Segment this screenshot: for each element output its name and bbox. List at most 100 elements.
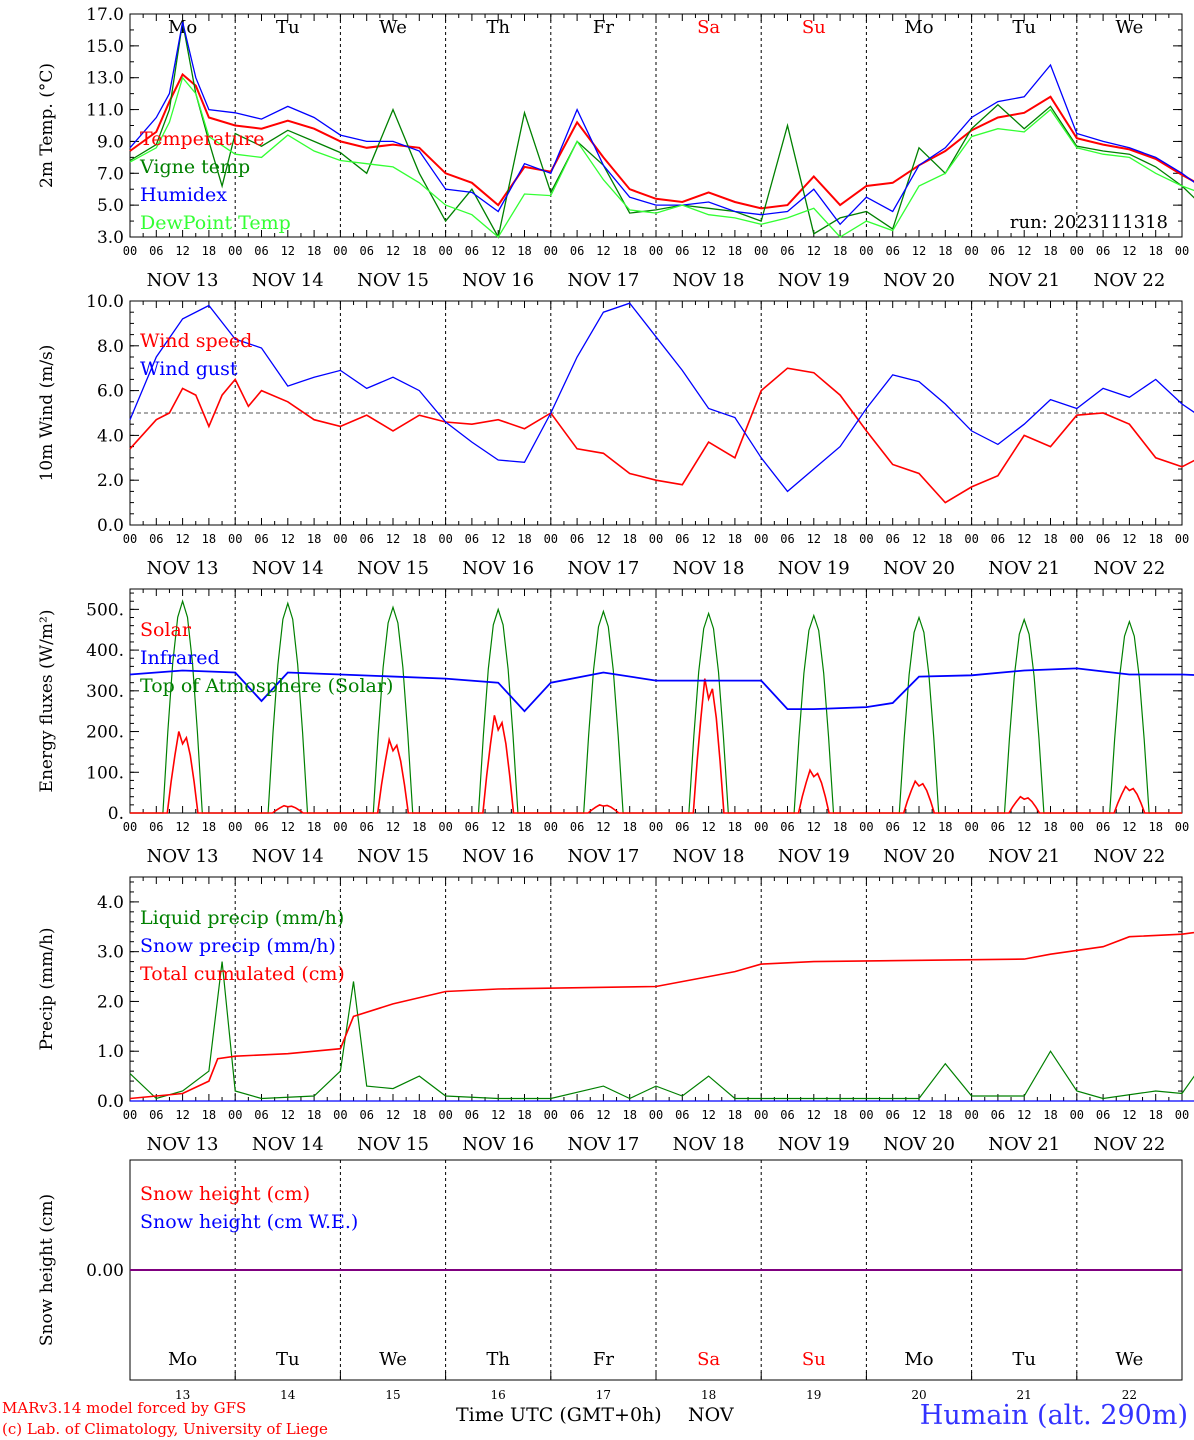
date-label: NOV 19 xyxy=(778,1134,850,1155)
weekday-label: Fr xyxy=(593,1349,614,1370)
hour-tick-label: 18 xyxy=(307,1108,321,1122)
weekday-label: Su xyxy=(802,17,826,38)
date-label: NOV 19 xyxy=(778,846,850,867)
legend-item: Humidex xyxy=(140,184,227,206)
y-axis-label: Snow height (cm) xyxy=(37,1194,57,1346)
hour-tick-label: 06 xyxy=(885,1108,899,1122)
hour-tick-label: 00 xyxy=(228,532,242,546)
hour-tick-label: 18 xyxy=(517,532,531,546)
hour-tick-label: 06 xyxy=(780,532,794,546)
panel-3-frame xyxy=(129,588,1183,814)
hour-tick-label: 00 xyxy=(1070,244,1084,258)
hour-tick-label: 00 xyxy=(333,1108,347,1122)
date-label: NOV 18 xyxy=(673,558,745,579)
hour-tick-label: 00 xyxy=(859,244,873,258)
hour-tick-label: 00 xyxy=(544,820,558,834)
legend-item: Wind gust xyxy=(140,358,238,380)
y-axis-label: 10m Wind (m/s) xyxy=(37,345,57,482)
y-tick-label: 0.0 xyxy=(97,1092,124,1112)
legend-item: Snow height (cm) xyxy=(140,1183,310,1205)
date-label: NOV 15 xyxy=(357,558,429,579)
hour-tick-label: 12 xyxy=(701,820,715,834)
day-number: 22 xyxy=(1122,1388,1137,1402)
date-label: NOV 20 xyxy=(883,846,955,867)
hour-tick-label: 18 xyxy=(412,244,426,258)
day-number: 18 xyxy=(701,1388,716,1402)
date-label: NOV 16 xyxy=(462,270,534,291)
hour-tick-label: 06 xyxy=(570,244,584,258)
hour-tick-label: 18 xyxy=(517,1108,531,1122)
hour-tick-label: 18 xyxy=(622,244,636,258)
hour-tick-label: 00 xyxy=(438,1108,452,1122)
model-credit: MARv3.14 model forced by GFS xyxy=(2,1399,247,1417)
hour-tick-label: 18 xyxy=(412,820,426,834)
hour-tick-label: 06 xyxy=(1096,244,1110,258)
date-label: NOV 20 xyxy=(883,270,955,291)
hour-tick-label: 00 xyxy=(859,820,873,834)
hour-tick-label: 00 xyxy=(649,532,663,546)
date-label: NOV 18 xyxy=(673,270,745,291)
hour-tick-label: 00 xyxy=(754,820,768,834)
hour-tick-label: 12 xyxy=(491,532,505,546)
weekday-label: Th xyxy=(486,17,510,38)
day-number: 19 xyxy=(806,1388,821,1402)
hour-tick-label: 00 xyxy=(123,1108,137,1122)
date-label: NOV 16 xyxy=(462,558,534,579)
hour-tick-label: 18 xyxy=(1148,244,1162,258)
hour-tick-label: 12 xyxy=(1122,532,1136,546)
hour-tick-label: 00 xyxy=(859,1108,873,1122)
y-tick-label: 2.0 xyxy=(97,471,124,491)
hour-tick-label: 06 xyxy=(149,532,163,546)
y-tick-label: 10.0 xyxy=(86,292,124,312)
hour-tick-label: 06 xyxy=(885,820,899,834)
hour-tick-label: 12 xyxy=(807,244,821,258)
hour-tick-label: 00 xyxy=(754,1108,768,1122)
hour-tick-label: 06 xyxy=(465,820,479,834)
date-label: NOV 22 xyxy=(1093,558,1165,579)
hour-tick-label: 12 xyxy=(912,532,926,546)
hour-tick-label: 18 xyxy=(412,1108,426,1122)
hour-tick-label: 12 xyxy=(386,820,400,834)
date-label: NOV 14 xyxy=(252,846,324,867)
hour-tick-label: 06 xyxy=(570,1108,584,1122)
hour-tick-label: 00 xyxy=(228,1108,242,1122)
legend-item: Infrared xyxy=(140,647,220,669)
hour-tick-label: 00 xyxy=(1070,1108,1084,1122)
hour-tick-label: 06 xyxy=(780,820,794,834)
hour-tick-label: 00 xyxy=(964,820,978,834)
legend-item: DewPoint Temp xyxy=(140,212,291,234)
wind-speed-line xyxy=(129,367,1194,504)
date-label: NOV 14 xyxy=(252,558,324,579)
day-number: 16 xyxy=(491,1388,506,1402)
y-tick-label: 11.0 xyxy=(86,101,124,121)
hour-tick-label: 18 xyxy=(517,244,531,258)
hour-tick-label: 12 xyxy=(175,244,189,258)
y-tick-label: 100. xyxy=(86,763,124,783)
hour-tick-label: 00 xyxy=(544,1108,558,1122)
hour-tick-label: 18 xyxy=(622,1108,636,1122)
hour-tick-label: 06 xyxy=(359,244,373,258)
hour-tick-label: 12 xyxy=(596,820,610,834)
weekday-label: Mo xyxy=(904,17,933,38)
hour-tick-label: 00 xyxy=(438,244,452,258)
hour-tick-label: 18 xyxy=(517,820,531,834)
y-tick-label: 8.0 xyxy=(97,337,124,357)
hour-tick-label: 00 xyxy=(1175,1108,1189,1122)
hour-tick-label: 06 xyxy=(570,820,584,834)
day-number: 20 xyxy=(911,1388,926,1402)
day-number: 21 xyxy=(1017,1388,1032,1402)
hour-tick-label: 00 xyxy=(438,820,452,834)
hour-tick-label: 18 xyxy=(1148,1108,1162,1122)
hour-tick-label: 18 xyxy=(1148,820,1162,834)
hour-tick-label: 18 xyxy=(202,244,216,258)
hour-tick-label: 12 xyxy=(912,820,926,834)
weekday-label: We xyxy=(379,17,407,38)
date-label: NOV 20 xyxy=(883,1134,955,1155)
hour-tick-label: 12 xyxy=(491,820,505,834)
hour-tick-label: 06 xyxy=(359,820,373,834)
hour-tick-label: 18 xyxy=(938,1108,952,1122)
date-label: NOV 14 xyxy=(252,1134,324,1155)
date-label: NOV 16 xyxy=(462,846,534,867)
hour-tick-label: 00 xyxy=(754,244,768,258)
y-tick-label: 17.0 xyxy=(86,5,124,25)
